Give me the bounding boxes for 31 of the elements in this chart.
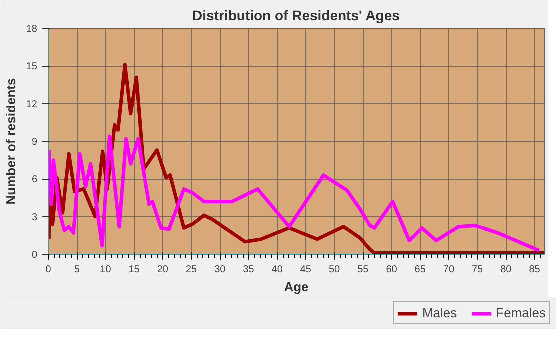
x-tick-label: 25 xyxy=(186,264,198,276)
x-tick-label: 0 xyxy=(46,264,52,276)
y-tick-label: 6 xyxy=(32,174,38,186)
y-tick-label: 3 xyxy=(32,212,38,224)
chart-title: Distribution of Residents' Ages xyxy=(192,8,400,24)
x-tick-label: 5 xyxy=(74,264,80,276)
legend-label: Females xyxy=(496,306,546,320)
x-axis-title: Age xyxy=(284,280,309,294)
x-tick-label: 60 xyxy=(386,264,398,276)
x-tick-label: 45 xyxy=(300,264,312,276)
y-axis-title: Number of residents xyxy=(3,78,18,205)
x-tick-label: 35 xyxy=(243,264,255,276)
y-tick-label: 0 xyxy=(32,250,38,261)
y-tick-label: 12 xyxy=(26,99,38,110)
x-tick-label: 30 xyxy=(214,264,226,276)
x-tick-label: 40 xyxy=(272,264,284,276)
y-tick-label: 15 xyxy=(26,62,38,73)
x-tick-label: 65 xyxy=(414,264,426,276)
x-tick-label: 20 xyxy=(157,264,169,276)
line-series xyxy=(48,134,542,252)
x-tick-label: 55 xyxy=(358,264,370,276)
x-tick-label: 70 xyxy=(443,264,455,276)
x-tick-label: 75 xyxy=(472,264,484,276)
x-tick-label: 80 xyxy=(500,264,512,276)
x-tick-label: 10 xyxy=(100,264,112,276)
y-tick-label: 18 xyxy=(26,24,38,35)
legend-label: Males xyxy=(422,306,458,320)
y-tick-label: 9 xyxy=(32,137,38,148)
x-tick-label: 50 xyxy=(328,264,341,276)
x-tick-label: 15 xyxy=(128,264,140,276)
x-tick-label: 85 xyxy=(529,264,541,276)
